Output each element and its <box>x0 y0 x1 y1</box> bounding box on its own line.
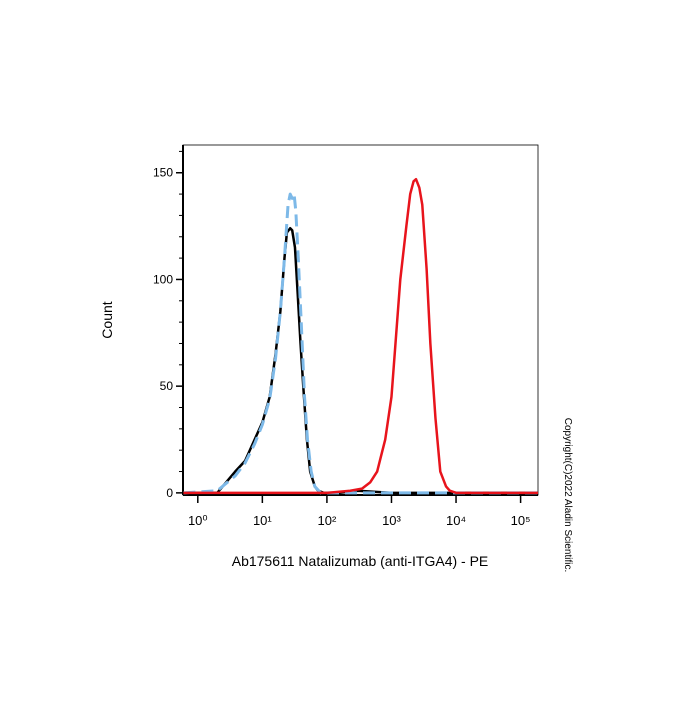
histogram-line <box>183 192 538 495</box>
x-tick-label: 10⁰ <box>188 513 208 528</box>
y-tick-label: 0 <box>166 486 173 500</box>
x-tick-label: 10² <box>318 513 337 528</box>
x-tick-label: 10³ <box>382 513 401 528</box>
y-tick-label: 100 <box>153 272 173 286</box>
histogram-line <box>183 226 538 495</box>
plot-frame <box>182 144 539 496</box>
x-tick-label: 10⁴ <box>446 513 466 528</box>
histogram-line <box>183 177 538 495</box>
x-tick-label: 10¹ <box>253 513 272 528</box>
y-tick-label: 50 <box>160 379 174 393</box>
y-axis-label: Count <box>99 301 115 338</box>
x-tick-label: 10⁵ <box>511 513 531 528</box>
copyright: Copyright(C)2022 Aladin Scientific. <box>562 418 573 573</box>
y-tick-label: 150 <box>153 166 173 180</box>
x-axis-label: Ab175611 Natalizumab (anti-ITGA4) - PE <box>232 553 489 569</box>
